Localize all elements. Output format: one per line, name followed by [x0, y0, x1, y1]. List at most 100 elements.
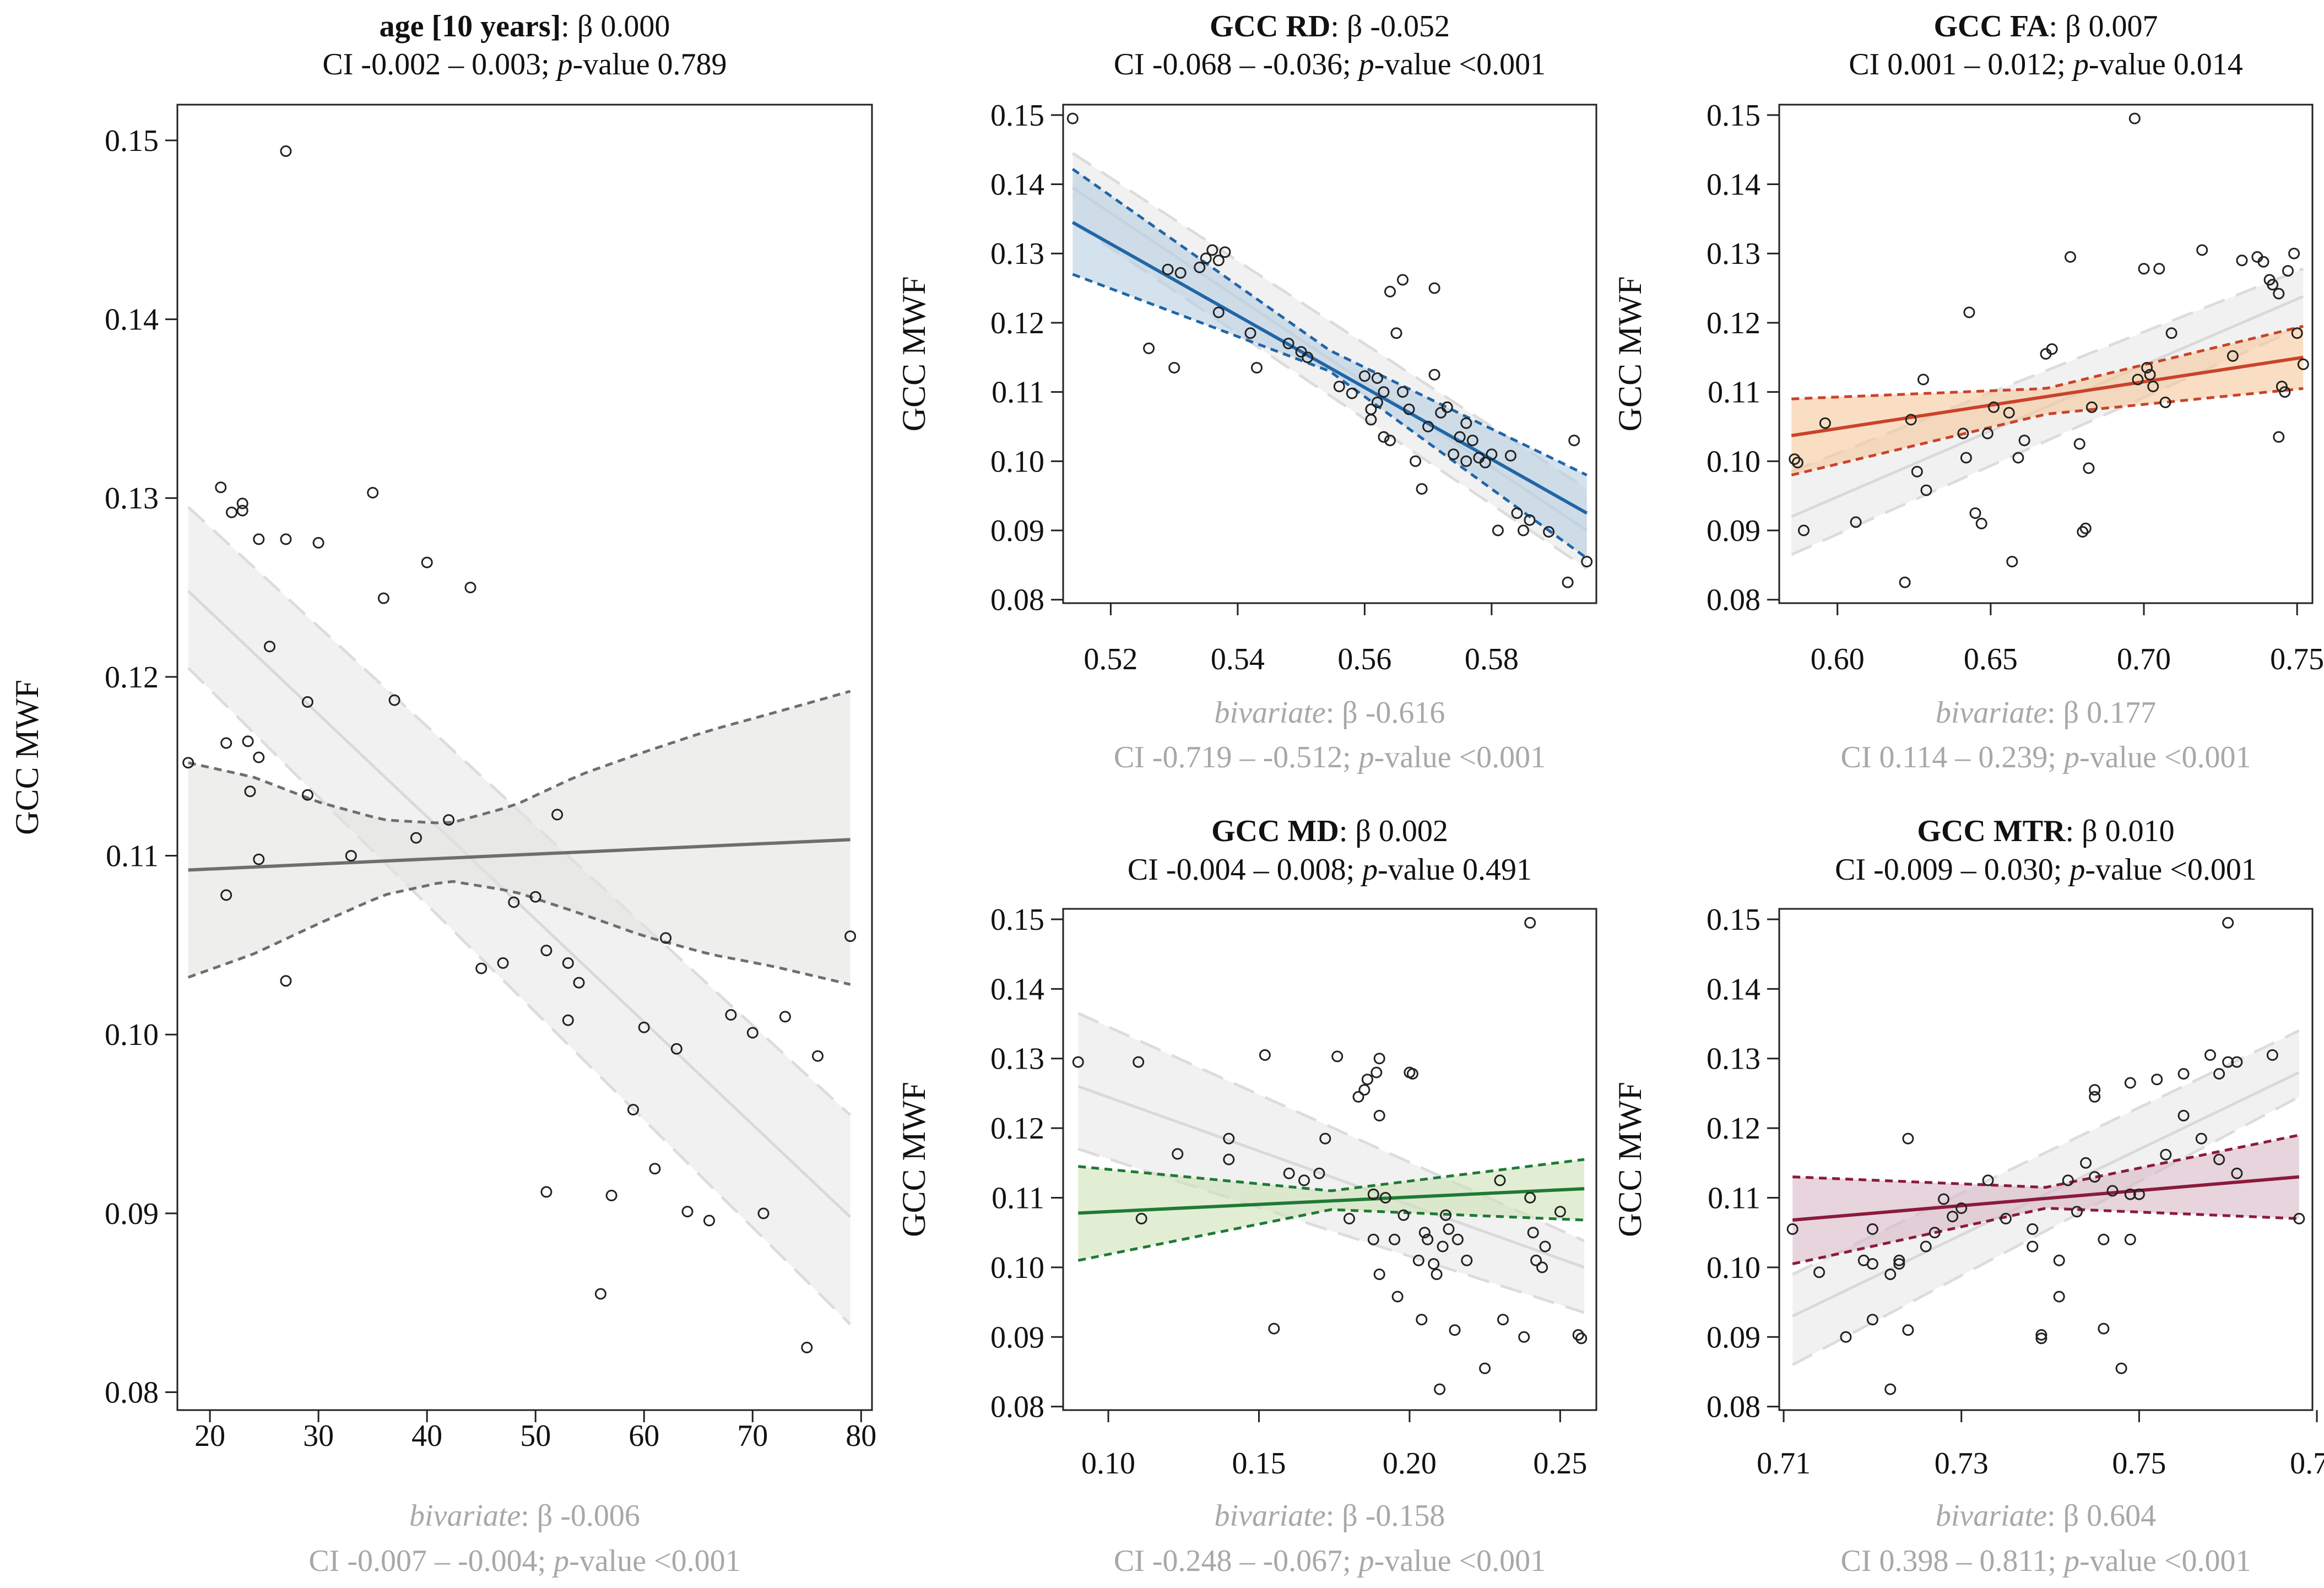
panel-title: age [10 years]: β 0.000	[380, 9, 670, 44]
x-tick-label: 0.10	[1081, 1446, 1135, 1481]
data-point	[638, 1021, 650, 1033]
panel-fa: 0.08 0.09 0.10 0.11 0.12 0.13 0.14 0.15 0.60 0.65…	[1612, 9, 2324, 774]
x-tick-label: 60	[629, 1419, 659, 1453]
data-point	[1212, 306, 1225, 318]
data-point	[2293, 1212, 2305, 1224]
y-tick-label: 0.14	[1707, 972, 1760, 1006]
y-tick-label: 0.14	[105, 303, 159, 337]
data-point	[2165, 327, 2177, 339]
data-point	[1440, 1209, 1452, 1221]
bivariate-ci-lower	[187, 666, 852, 1325]
data-point	[1905, 414, 1917, 426]
y-tick-label: 0.10	[1707, 1251, 1760, 1285]
data-point	[1511, 507, 1523, 519]
data-point	[1358, 1084, 1370, 1096]
data-point	[2213, 1068, 2225, 1080]
data-point	[1524, 917, 1536, 929]
y-axis-label: GCC MWF	[9, 680, 45, 835]
data-point	[1378, 431, 1390, 443]
data-point	[1884, 1383, 1897, 1395]
y-tick-label: 0.13	[105, 481, 159, 516]
data-point	[2222, 1056, 2234, 1068]
data-point	[301, 789, 313, 801]
data-point	[1443, 1223, 1455, 1235]
bivariate-title: bivariate: β -0.158	[1215, 1499, 1445, 1533]
data-point	[2291, 327, 2303, 339]
data-point	[1798, 524, 1810, 536]
bivariate-pvalue: -value <0.001	[1374, 1544, 1546, 1578]
y-tick-label: 0.13	[1707, 237, 1760, 271]
data-point	[1957, 427, 1969, 440]
data-point	[1371, 372, 1383, 384]
data-point	[1543, 526, 1555, 538]
panel-subtitle-ci: CI 0.001 – 0.012;	[1849, 47, 2073, 82]
data-point	[2012, 452, 2024, 464]
x-tick-label: 0.58	[1465, 642, 1519, 676]
data-point	[1313, 1167, 1325, 1179]
data-point	[1251, 362, 1263, 374]
y-tick-label: 0.11	[106, 839, 159, 874]
data-point	[264, 641, 275, 653]
bivariate-ci-band	[188, 507, 850, 1325]
data-point	[1850, 516, 1862, 528]
bivariate-ci-range: CI 0.114 – 0.239;	[1841, 740, 2064, 774]
data-point	[1066, 112, 1079, 124]
ci-upper-line	[1792, 1134, 2300, 1189]
data-point	[2279, 386, 2291, 398]
data-point	[253, 533, 265, 545]
data-point	[2080, 1157, 2092, 1169]
x-tick-label: 0.70	[2117, 642, 2171, 676]
panel-subtitle-ci: CI -0.068 – -0.036;	[1114, 47, 1359, 82]
y-tick-label: 0.08	[1707, 583, 1760, 617]
data-point	[280, 975, 292, 987]
panel-title: GCC MTR: β 0.010	[1917, 814, 2174, 848]
data-point	[1527, 1227, 1539, 1239]
data-point	[2177, 1109, 2190, 1121]
data-point	[1448, 448, 1460, 460]
data-point	[1206, 244, 1218, 256]
bivariate-label: bivariate	[409, 1499, 521, 1533]
data-point	[2133, 1188, 2145, 1200]
ci-upper-line	[1791, 324, 2304, 400]
y-tick-label: 0.14	[990, 972, 1044, 1006]
y-tick-label: 0.10	[105, 1018, 159, 1052]
data-point	[1497, 1314, 1509, 1326]
bivariate-label: bivariate	[1936, 1499, 2047, 1533]
panel-title-variable: GCC MTR	[1917, 814, 2066, 848]
data-point	[2276, 381, 2288, 393]
data-point	[464, 582, 476, 594]
panel-title: GCC FA: β 0.007	[1934, 9, 2158, 44]
data-point	[2141, 362, 2153, 374]
data-point	[388, 694, 400, 706]
y-tick-label: 0.10	[990, 1251, 1044, 1285]
panel-title: GCC MD: β 0.002	[1211, 814, 1448, 848]
data-point	[2027, 1223, 2039, 1235]
data-point	[1866, 1223, 1878, 1235]
fit-line	[188, 838, 850, 872]
data-point	[1422, 1233, 1434, 1245]
data-point	[1172, 1148, 1184, 1160]
data-point	[2018, 435, 2030, 447]
data-point	[1840, 1331, 1852, 1343]
data-point	[594, 1288, 606, 1300]
bivariate-title: bivariate: β 0.604	[1936, 1499, 2156, 1533]
bivariate-ci: CI -0.719 – -0.512; p-value <0.001	[1114, 740, 1546, 774]
data-point	[1479, 1362, 1491, 1374]
data-point	[1390, 327, 1402, 339]
data-point	[1397, 1209, 1410, 1221]
data-point	[670, 1043, 682, 1055]
data-point	[2297, 358, 2309, 370]
bivariate-p: p	[1357, 1544, 1374, 1578]
x-tick-label: 0.75	[2270, 642, 2324, 676]
data-point	[2053, 1254, 2065, 1266]
data-point	[1162, 263, 1174, 275]
data-point	[1518, 524, 1529, 536]
y-tick-label: 0.15	[990, 99, 1044, 133]
data-point	[1200, 252, 1212, 264]
bivariate-pvalue: -value <0.001	[1374, 740, 1546, 774]
plot-area	[1789, 112, 2309, 588]
plot-area	[1786, 917, 2305, 1395]
data-point	[2098, 1233, 2110, 1245]
data-point	[1917, 373, 1929, 386]
